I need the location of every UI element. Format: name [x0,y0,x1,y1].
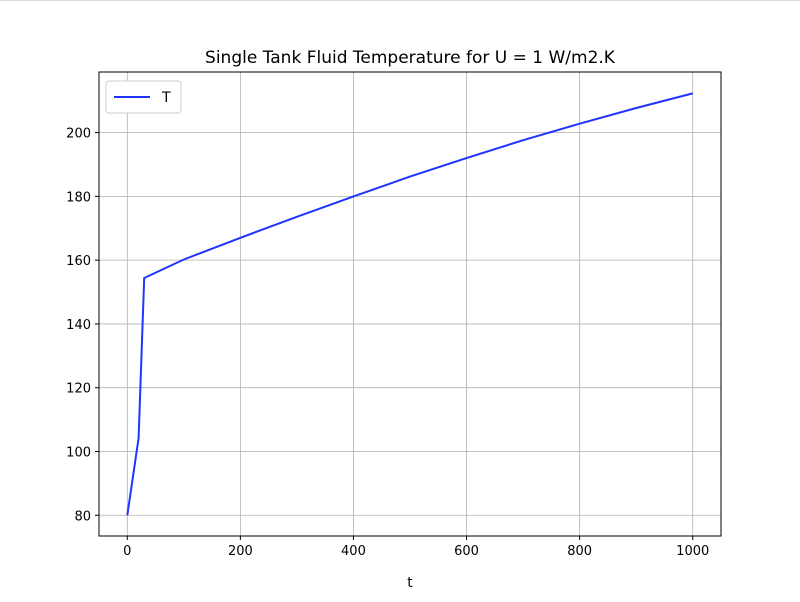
grid [99,72,721,536]
x-tick-label: 800 [567,544,592,559]
x-axis-label: t [407,575,413,591]
y-tick-label: 160 [66,254,91,269]
y-tick-label: 140 [66,318,91,333]
x-tick-label: 200 [228,544,253,559]
x-tick-label: 600 [454,544,479,559]
chart-title: Single Tank Fluid Temperature for U = 1 … [205,48,616,68]
y-tick-label: 180 [66,190,91,205]
x-tick-label: 0 [123,544,131,559]
y-tick-label: 100 [66,445,91,460]
x-tick-label: 1000 [676,544,709,559]
series-line-T [126,92,693,516]
plot-frame [98,71,722,537]
y-tick-label: 80 [74,509,91,524]
ticks: 0 200 400 600 800 1000 80 100 120 140 160 180 200 [66,127,709,559]
x-tick-label: 400 [341,544,366,559]
legend: T [105,80,182,114]
legend-label-T: T [161,90,171,106]
y-tick-label: 120 [66,382,91,397]
y-tick-label: 200 [66,127,91,142]
